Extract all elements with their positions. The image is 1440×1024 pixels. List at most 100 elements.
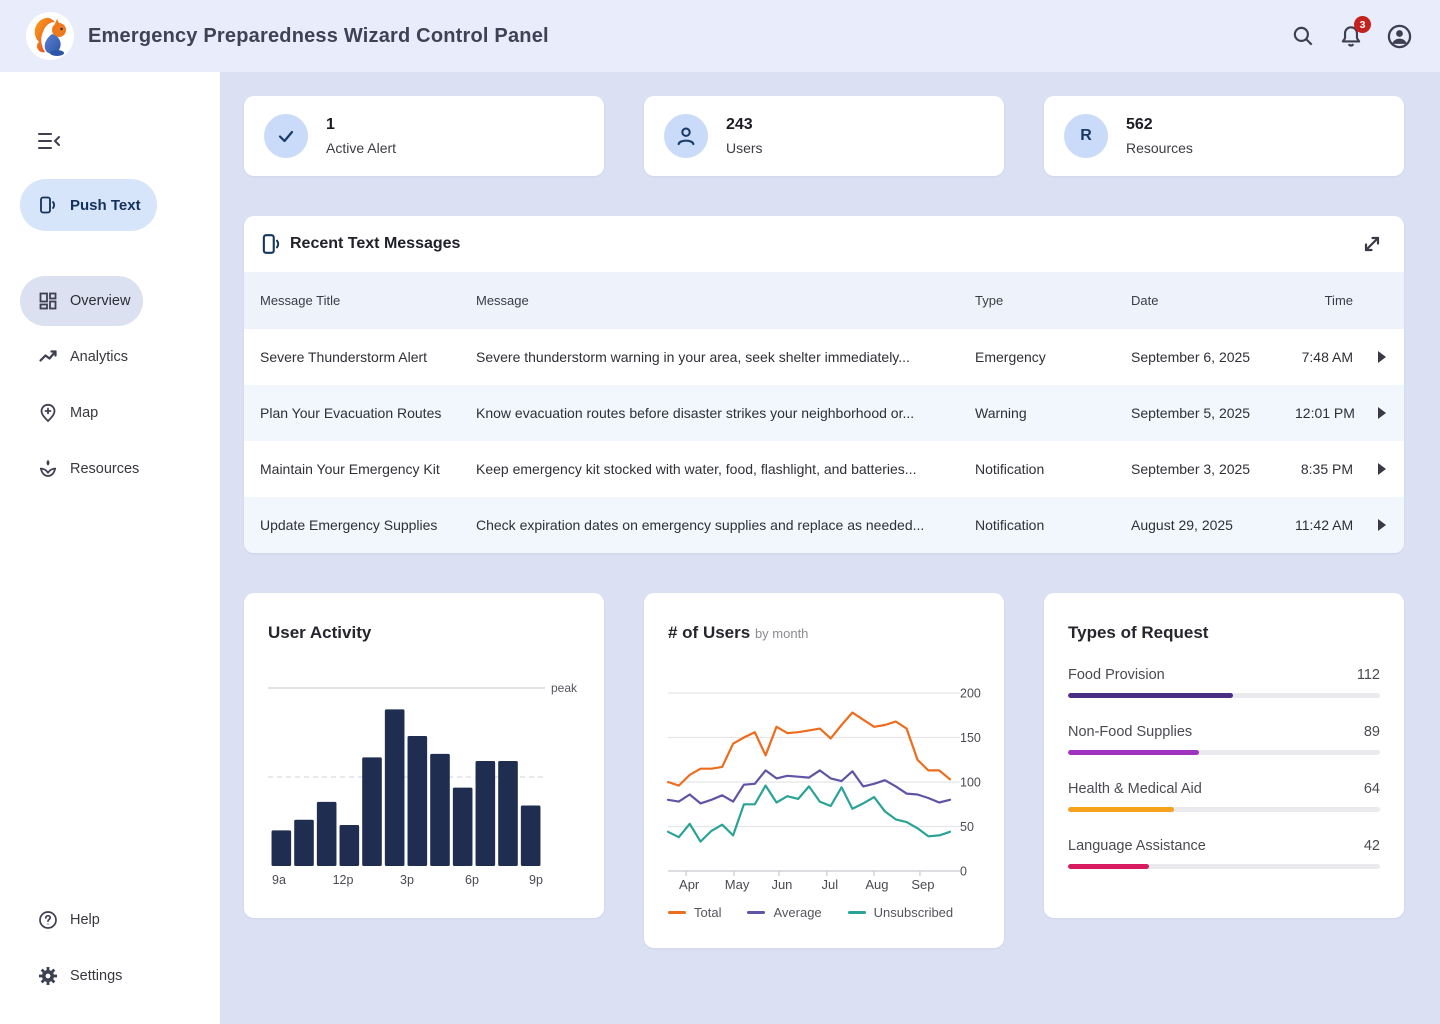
- legend-swatch: [668, 911, 686, 914]
- expand-icon[interactable]: [1360, 232, 1384, 256]
- stat-label: Users: [726, 140, 763, 156]
- x-axis-label: Aug: [865, 877, 888, 892]
- request-type-label: Language Assistance: [1068, 838, 1206, 854]
- bar: [475, 760, 496, 866]
- legend-item: Average: [747, 905, 822, 920]
- cell-message: Check expiration dates on emergency supp…: [476, 517, 925, 533]
- sidebar-item-label: Settings: [70, 968, 123, 984]
- table-row: Severe Thunderstorm Alert Severe thunders…: [244, 329, 1404, 385]
- request-type-item: Language Assistance 42: [1068, 838, 1380, 869]
- column-header: Date: [1131, 293, 1159, 308]
- help-icon: [38, 910, 58, 930]
- table-header-row: Message Title Message Type Date Time: [244, 272, 1404, 329]
- progress-track: [1068, 750, 1380, 755]
- stat-value: 243: [726, 116, 753, 133]
- sidebar-item-settings[interactable]: Settings: [20, 951, 122, 1001]
- legend-item: Total: [668, 905, 721, 920]
- chart-subtitle: by month: [754, 626, 809, 641]
- cell-message: Know evacuation routes before disaster s…: [476, 405, 915, 421]
- row-expand-arrow-icon[interactable]: [1359, 519, 1404, 531]
- legend-swatch: [847, 911, 866, 914]
- request-type-value: 112: [1356, 667, 1380, 683]
- sidebar-item-label: Overview: [70, 293, 131, 309]
- column-header: Message: [476, 293, 529, 308]
- x-axis-label: 9a: [272, 873, 286, 887]
- sidebar-item-resources[interactable]: Resources: [20, 444, 139, 494]
- sidebar-item-map[interactable]: Map: [20, 388, 98, 438]
- table-row: Maintain Your Emergency Kit Keep emergenc…: [244, 441, 1404, 497]
- bar: [271, 830, 292, 866]
- series-unsubscribed: [666, 784, 952, 843]
- stat-label: Resources: [1126, 140, 1193, 156]
- cell-type: Notification: [975, 517, 1045, 533]
- progress-fill: [1068, 807, 1175, 812]
- phone-broadcast-icon: [38, 195, 58, 215]
- cell-message-title: Maintain Your Emergency Kit: [260, 461, 440, 477]
- progress-track: [1068, 807, 1380, 812]
- cell-message: Keep emergency kit stocked with water, f…: [476, 461, 917, 477]
- squirrel-logo-icon: [26, 12, 74, 60]
- bar: [498, 760, 518, 866]
- bar: [362, 757, 382, 866]
- y-axis-label: 0: [960, 865, 967, 879]
- table-title: Recent Text Messages: [290, 235, 461, 252]
- x-axis-label: 12p: [333, 873, 354, 887]
- legend-label: Unsubscribed: [873, 905, 954, 920]
- x-axis-label: 9p: [529, 873, 543, 887]
- chart-title: Types of Request: [1068, 623, 1209, 642]
- row-expand-arrow-icon[interactable]: [1359, 407, 1404, 419]
- row-expand-arrow-icon[interactable]: [1359, 351, 1404, 363]
- profile-avatar-icon[interactable]: [1386, 23, 1412, 49]
- stat-value: 562: [1126, 116, 1153, 133]
- row-expand-arrow-icon[interactable]: [1359, 463, 1404, 475]
- progress-fill: [1068, 693, 1234, 698]
- sidebar-item-label: Help: [70, 912, 100, 928]
- sidebar-item-overview[interactable]: Overview: [20, 276, 143, 326]
- x-axis-label: May: [725, 877, 750, 892]
- phone-broadcast-icon: [260, 233, 282, 255]
- y-axis-label: 50: [960, 820, 974, 834]
- push-text-button[interactable]: Push Text: [20, 179, 157, 231]
- progress-track: [1068, 693, 1380, 698]
- bar: [316, 801, 337, 866]
- request-type-value: 89: [1363, 724, 1380, 740]
- recent-text-messages-card: Recent Text Messages Message Title Messa…: [244, 216, 1404, 553]
- search-icon[interactable]: [1290, 23, 1316, 49]
- cell-time: 11:42 AM: [1295, 517, 1354, 533]
- cell-message-title: Update Emergency Supplies: [260, 517, 438, 533]
- request-type-value: 64: [1363, 781, 1380, 797]
- sidebar-item-label: Analytics: [70, 349, 129, 365]
- stat-card-resources: R 562 Resources: [1044, 96, 1404, 176]
- cell-time: 8:35 PM: [1300, 461, 1353, 477]
- cell-message-title: Severe Thunderstorm Alert: [260, 349, 428, 365]
- bar: [294, 819, 314, 866]
- app-header: Emergency Preparedness Wizard Control Pa…: [0, 0, 1440, 72]
- sidebar-item-analytics[interactable]: Analytics: [20, 332, 128, 382]
- column-header: Time: [1324, 293, 1353, 308]
- legend-label: Total: [694, 905, 722, 920]
- y-axis-label: 100: [960, 776, 981, 790]
- bar: [430, 753, 450, 866]
- notifications-bell-icon[interactable]: 3: [1338, 16, 1371, 49]
- collapse-menu-icon[interactable]: [38, 132, 60, 150]
- x-axis-label: Jun: [771, 877, 792, 892]
- cell-message: Severe thunderstorm warning in your area…: [476, 349, 910, 365]
- progress-fill: [1068, 750, 1200, 755]
- letter-r-icon: R: [1064, 114, 1108, 158]
- request-type-label: Non-Food Supplies: [1068, 724, 1193, 740]
- cell-date: September 3, 2025: [1131, 461, 1251, 477]
- y-axis-label: 150: [960, 731, 981, 745]
- series-total: [666, 711, 952, 787]
- sidebar-item-label: Resources: [70, 461, 140, 477]
- user-icon: [664, 114, 708, 158]
- stat-card-users: 243 Users: [644, 96, 1004, 176]
- request-type-label: Food Provision: [1068, 667, 1165, 683]
- bar: [339, 825, 360, 866]
- sidebar-item-help[interactable]: Help: [20, 895, 100, 945]
- cell-date: September 6, 2025: [1131, 349, 1251, 365]
- check-icon: [264, 114, 308, 158]
- x-axis-label: Jul: [822, 877, 839, 892]
- line-chart-icon: [38, 347, 58, 367]
- push-text-label: Push Text: [70, 196, 141, 214]
- sidebar: Push Text Overview Analytics Map: [0, 72, 220, 1024]
